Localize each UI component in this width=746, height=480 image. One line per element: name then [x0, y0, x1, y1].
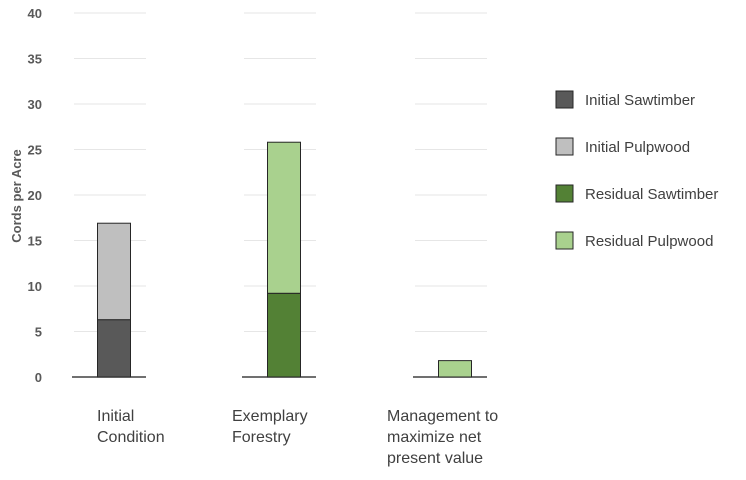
y-axis-label: Cords per Acre	[9, 149, 24, 242]
y-tick-label: 15	[28, 234, 42, 249]
category-labels: Initial Condition Exemplary Forestry Managem…	[97, 408, 498, 467]
y-tick-label: 25	[28, 143, 42, 158]
y-tick-label: 30	[28, 97, 42, 112]
y-tick-label: 0	[35, 370, 42, 385]
bar-segment	[97, 222, 131, 321]
y-tick-label: 20	[28, 188, 42, 203]
legend-label: Residual Pulpwood	[585, 233, 713, 250]
axes: 0 5 10 15 20 25 30 35 40	[28, 6, 487, 385]
bar-segment	[438, 360, 472, 378]
bar-segment	[97, 319, 131, 378]
y-tick-label: 10	[28, 279, 42, 294]
legend: Initial Sawtimber Initial Pulpwood Residua…	[555, 90, 718, 250]
legend-swatch	[555, 90, 574, 109]
y-tick-label: 40	[28, 6, 42, 21]
legend-swatch	[555, 184, 574, 203]
legend-label: Initial Pulpwood	[585, 139, 690, 156]
legend-swatch	[555, 137, 574, 156]
category-label: Initial Condition	[97, 408, 165, 446]
y-tick-label: 35	[28, 52, 42, 67]
bars	[97, 141, 472, 378]
legend-label: Residual Sawtimber	[585, 186, 718, 203]
bar-segment	[267, 292, 301, 378]
bar-segment	[267, 141, 301, 294]
category-label: Management to maximize net present value	[387, 408, 498, 467]
legend-label: Initial Sawtimber	[585, 92, 695, 109]
category-label: Exemplary Forestry	[232, 408, 308, 446]
y-tick-label: 5	[35, 325, 42, 340]
legend-swatch	[555, 231, 574, 250]
